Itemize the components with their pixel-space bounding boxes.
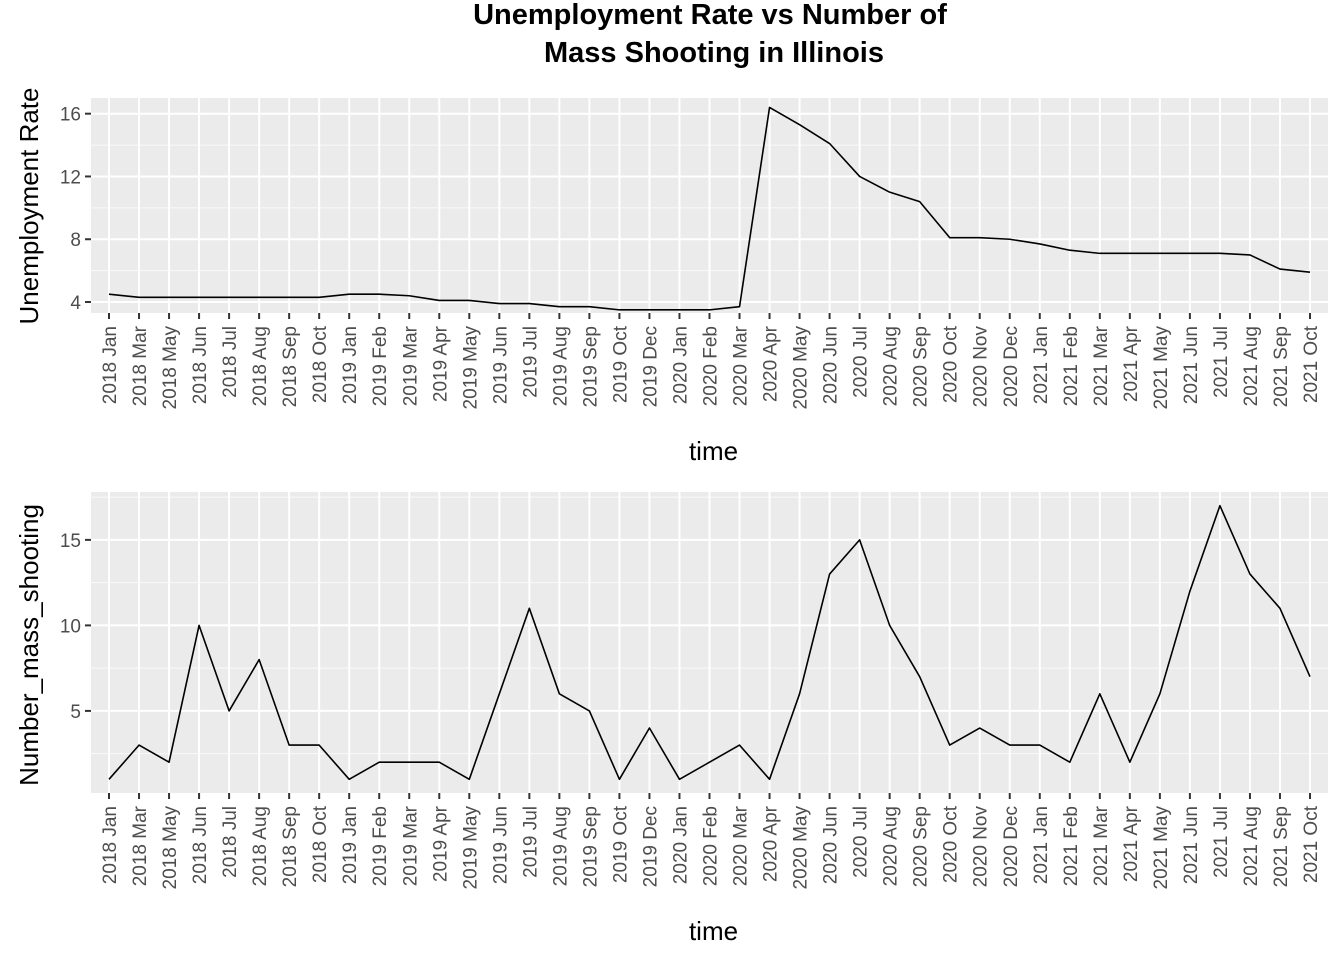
x-tick-label: 2021 Jun (1181, 806, 1202, 884)
x-tick-label: 2018 Jul (220, 326, 241, 398)
x-tick-label: 2021 Jun (1181, 326, 1202, 404)
x-tick-label: 2018 Oct (310, 805, 331, 883)
x-tick-label: 2021 Jul (1211, 806, 1232, 878)
x-tick-label: 2020 Mar (731, 805, 752, 886)
x-tick-label: 2018 Oct (310, 325, 331, 403)
x-tick-label: 2021 Oct (1301, 325, 1322, 403)
chart-title-line-1: Unemployment Rate vs Number of (473, 0, 947, 31)
x-tick-label: 2020 Jul (851, 326, 872, 398)
x-tick-label: 2018 Aug (250, 326, 271, 406)
x-tick-label: 2020 May (791, 806, 812, 890)
x-tick-label: 2018 Sep (280, 326, 301, 407)
x-tick-label: 2020 Apr (761, 325, 782, 402)
x-tick-label: 2018 May (160, 806, 181, 890)
mass-shooting-panel: 5 10 15 2018 Jan 2018 Mar 2018 May 2018 Jun 201… (14, 492, 1328, 946)
x-tick-label: 2021 Apr (1121, 325, 1142, 402)
x-tick-label: 2019 Jul (520, 806, 541, 878)
x-tick-label: 2019 Mar (400, 325, 421, 406)
x-tick-label: 2021 Sep (1271, 326, 1292, 407)
y-tick-label: 15 (60, 531, 81, 552)
x-tick-label: 2018 Sep (280, 806, 301, 887)
x-tick-label: 2019 Aug (550, 806, 571, 886)
x-tick-label: 2020 Jan (670, 326, 691, 404)
x-tick-label: 2020 Dec (1001, 326, 1022, 407)
x-tick-label: 2019 Jun (490, 326, 511, 404)
x-tick-label: 2019 Sep (580, 326, 601, 407)
x-tick-label: 2020 Feb (701, 806, 722, 886)
x-tick-label: 2019 Dec (640, 326, 661, 407)
x-tick-label: 2018 Jul (220, 806, 241, 878)
x-tick-label: 2021 Mar (1091, 325, 1112, 406)
x-tick-label: 2020 Feb (701, 326, 722, 406)
x-tick-label: 2020 Nov (971, 326, 992, 408)
x-tick-label: 2021 Aug (1241, 326, 1262, 406)
x-tick-label: 2021 Sep (1271, 806, 1292, 887)
x-tick-label: 2018 Aug (250, 806, 271, 886)
x-tick-label: 2019 Dec (640, 806, 661, 887)
x-tick-label: 2020 Aug (881, 806, 902, 886)
x-tick-label: 2019 Sep (580, 806, 601, 887)
x-tick-label: 2020 Sep (911, 326, 932, 407)
y-tick-label: 16 (60, 105, 81, 126)
x-tick-label: 2019 Jun (490, 806, 511, 884)
y-tick-label: 10 (60, 616, 81, 637)
x-tick-label: 2021 Jan (1031, 806, 1052, 884)
x-tick-label: 2019 Jul (520, 326, 541, 398)
x-tick-label: 2021 Feb (1061, 806, 1082, 886)
x-tick-label: 2021 Feb (1061, 326, 1082, 406)
x-tick-label: 2020 Jul (851, 806, 872, 878)
y-tick-label: 5 (70, 702, 81, 723)
x-tick-label: 2020 Dec (1001, 806, 1022, 887)
x-axis-title: time (689, 436, 738, 466)
x-tick-label: 2020 Sep (911, 806, 932, 887)
x-tick-label: 2018 Jan (100, 806, 121, 884)
x-tick-label: 2021 Apr (1121, 805, 1142, 882)
x-tick-label: 2020 Oct (941, 325, 962, 403)
x-tick-label: 2019 Jan (340, 326, 361, 404)
x-tick-label: 2018 May (160, 326, 181, 410)
y-tick-label: 4 (70, 293, 81, 314)
y-tick-label: 12 (60, 167, 81, 188)
x-tick-label: 2018 Jan (100, 326, 121, 404)
x-tick-label: 2018 Mar (130, 325, 151, 406)
x-tick-label: 2019 Jan (340, 806, 361, 884)
x-tick-label: 2020 Apr (761, 805, 782, 882)
y-tick-label: 8 (70, 230, 81, 251)
x-tick-label: 2019 Oct (610, 805, 631, 883)
x-tick-label: 2020 Nov (971, 806, 992, 888)
x-tick-label: 2020 Jun (821, 806, 842, 884)
x-tick-label: 2019 Apr (430, 805, 451, 882)
x-axis-title: time (689, 916, 738, 946)
x-tick-label: 2019 Feb (370, 326, 391, 406)
x-tick-label: 2021 Jul (1211, 326, 1232, 398)
x-tick-label: 2020 Jan (670, 806, 691, 884)
x-tick-label: 2018 Mar (130, 805, 151, 886)
x-tick-label: 2019 Oct (610, 325, 631, 403)
x-tick-label: 2019 May (460, 326, 481, 410)
chart-title-line-2: Mass Shooting in Illinois (544, 37, 884, 69)
y-axis-title: Unemployment Rate (14, 88, 44, 325)
x-tick-label: 2021 Mar (1091, 805, 1112, 886)
x-tick-label: 2019 Feb (370, 806, 391, 886)
x-tick-label: 2018 Jun (190, 806, 211, 884)
unemployment-rate-panel: 4 8 12 16 2018 Jan 2018 Mar 2018 May 2018 Jun 20… (14, 88, 1328, 466)
x-tick-label: 2020 May (791, 326, 812, 410)
x-tick-label: 2020 Jun (821, 326, 842, 404)
x-tick-label: 2020 Mar (731, 325, 752, 406)
y-axis-title: Number_mass_shooting (14, 504, 44, 786)
x-tick-label: 2021 Aug (1241, 806, 1262, 886)
x-tick-label: 2020 Oct (941, 805, 962, 883)
x-tick-label: 2019 Aug (550, 326, 571, 406)
x-tick-label: 2019 Apr (430, 325, 451, 402)
x-tick-label: 2019 Mar (400, 805, 421, 886)
x-tick-label: 2019 May (460, 806, 481, 890)
x-tick-label: 2020 Aug (881, 326, 902, 406)
x-tick-label: 2021 May (1151, 806, 1172, 890)
x-tick-label: 2021 Jan (1031, 326, 1052, 404)
x-tick-label: 2021 Oct (1301, 805, 1322, 883)
x-tick-label: 2021 May (1151, 326, 1172, 410)
x-tick-label: 2018 Jun (190, 326, 211, 404)
